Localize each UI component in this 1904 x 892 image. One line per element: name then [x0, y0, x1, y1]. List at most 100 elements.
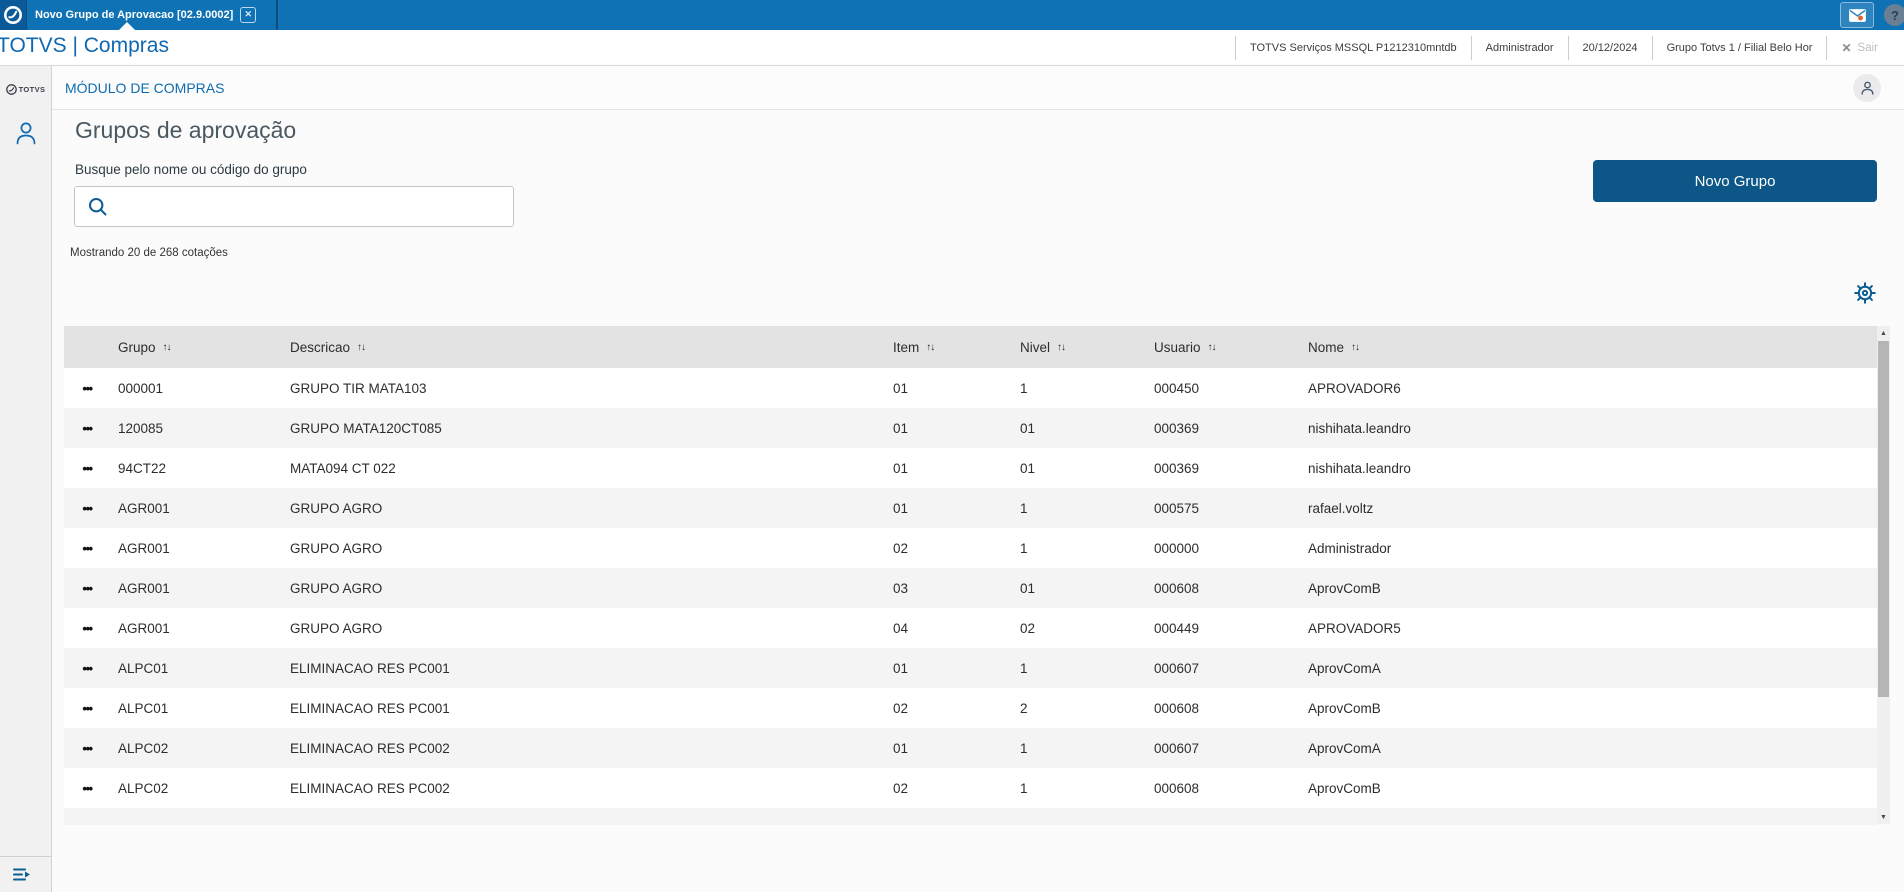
sort-icon[interactable]: ↑↓: [1351, 341, 1360, 353]
help-icon[interactable]: ?: [1884, 4, 1904, 26]
cell-usuario: 000575: [1154, 500, 1200, 516]
cell-nome: AprovComB: [1308, 780, 1381, 796]
cell-descricao: ELIMINACAO RES PC002: [290, 740, 450, 756]
table-settings-gear-icon[interactable]: [1853, 281, 1877, 305]
cell-nome: AprovComB: [1308, 580, 1381, 596]
scrollbar-down-button[interactable]: ▼: [1880, 813, 1887, 821]
table-row[interactable]: ••• AGR001 GRUPO AGRO 04 02 000449 APROVADOR5: [64, 608, 1877, 648]
table-row[interactable]: ••• ALPC02 ELIMINACAO RES PC002 02 1 000608 Ap…: [64, 768, 1877, 808]
session-info-segment-0: TOTVS Serviços MSSQL P1212310mntdb: [1234, 35, 1471, 60]
totvs-logo-icon: [0, 0, 26, 30]
cell-nivel: 1: [1020, 540, 1028, 556]
row-actions-icon[interactable]: •••: [82, 700, 93, 716]
cell-item: 02: [893, 780, 909, 796]
cell-grupo: 120085: [118, 420, 164, 436]
column-header-nome[interactable]: Nome ↑↓: [1300, 340, 1877, 355]
row-actions-icon[interactable]: •••: [82, 460, 93, 476]
cell-item: 01: [893, 420, 909, 436]
search-input[interactable]: [108, 187, 513, 226]
table-row[interactable]: ••• 000001 GRUPO TIR MATA103 01 1 000450 APROV…: [64, 368, 1877, 408]
table-row[interactable]: ••• ALPC02 ELIMINACAO RES PC002 01 1 000607 Ap…: [64, 728, 1877, 768]
search-label: Busque pelo nome ou código do grupo: [75, 162, 307, 177]
cell-descricao: ELIMINACAO RES PC002: [290, 780, 450, 796]
cell-usuario: 000369: [1154, 460, 1200, 476]
cell-nivel: 01: [1020, 460, 1036, 476]
table-row[interactable]: ••• AGR001 GRUPO AGRO 01 1 000575 rafael.voltz: [64, 488, 1877, 528]
table-row[interactable]: ••• 120085 GRUPO MATA120CT085 01 01 000369 nis…: [64, 408, 1877, 448]
column-header-nivel[interactable]: Nivel ↑↓: [1012, 340, 1146, 355]
cell-item: 01: [893, 500, 909, 516]
tab-close-icon[interactable]: ✕: [240, 7, 257, 23]
cell-item: 02: [893, 700, 909, 716]
expand-menu-icon[interactable]: [12, 866, 32, 883]
session-info-segment-3: Grupo Totvs 1 / Filial Belo Hor: [1651, 35, 1827, 60]
cell-item: 01: [893, 380, 909, 396]
sort-icon[interactable]: ↑↓: [1207, 341, 1217, 353]
table-row[interactable]: ••• AGR001 GRUPO AGRO 02 1 000000 Administrado…: [64, 528, 1877, 568]
sidebar: TOTVS: [0, 66, 52, 892]
sidebar-footer: [0, 856, 51, 892]
row-actions-icon[interactable]: •••: [82, 740, 93, 756]
table-row[interactable]: ••• 94CT22 MATA094 CT 022 01 01 000369 nishiha…: [64, 448, 1877, 488]
cell-nome: APROVADOR5: [1308, 620, 1401, 636]
cell-nivel: 1: [1020, 500, 1028, 516]
table-body: ••• 000001 GRUPO TIR MATA103 01 1 000450 APROV…: [64, 368, 1877, 808]
row-actions-icon[interactable]: •••: [82, 500, 93, 516]
column-header-item[interactable]: Item ↑↓: [885, 340, 1012, 355]
cell-nivel: 1: [1020, 660, 1028, 676]
row-actions-icon[interactable]: •••: [82, 780, 93, 796]
table-row[interactable]: ••• AGR001 GRUPO AGRO 03 01 000608 AprovComB: [64, 568, 1877, 608]
scrollbar-up-button[interactable]: ▲: [1880, 329, 1887, 337]
logout-button[interactable]: ✕ Sair: [1826, 35, 1892, 60]
cell-descricao: GRUPO TIR MATA103: [290, 380, 427, 396]
module-bar: MÓDULO DE COMPRAS: [52, 66, 1904, 110]
cell-usuario: 000608: [1154, 700, 1200, 716]
user-icon: [16, 122, 35, 145]
sidebar-item-user[interactable]: [0, 121, 51, 145]
search-icon: [89, 197, 107, 215]
profile-badge[interactable]: [1853, 74, 1881, 102]
cell-nome: APROVADOR6: [1308, 380, 1401, 396]
cell-grupo: ALPC01: [118, 700, 169, 716]
sort-icon[interactable]: ↑↓: [926, 341, 935, 353]
cell-descricao: ELIMINACAO RES PC001: [290, 660, 450, 676]
row-actions-icon[interactable]: •••: [82, 620, 93, 636]
sort-icon[interactable]: ↑↓: [1057, 341, 1066, 353]
cell-descricao: MATA094 CT 022: [290, 460, 396, 476]
cell-nivel: 2: [1020, 700, 1028, 716]
scrollbar-thumb[interactable]: [1878, 341, 1889, 697]
column-header-descricao[interactable]: Descricao ↑↓: [282, 340, 885, 355]
row-actions-icon[interactable]: •••: [82, 540, 93, 556]
cell-nivel: 01: [1020, 420, 1036, 436]
sort-icon[interactable]: ↑↓: [162, 341, 172, 353]
new-group-button[interactable]: Novo Grupo: [1593, 160, 1877, 202]
approval-groups-table: Grupo ↑↓ Descricao ↑↓ Item ↑↓ Nivel ↑↓ Usuario ↑↓…: [64, 326, 1877, 825]
cell-usuario: 000607: [1154, 740, 1200, 756]
window-tab[interactable]: Novo Grupo de Aprovacao [02.9.0002] ✕: [26, 0, 278, 30]
cell-nivel: 1: [1020, 780, 1028, 796]
search-box[interactable]: [74, 186, 514, 227]
mail-icon: [1848, 8, 1866, 22]
cell-item: 01: [893, 460, 909, 476]
table-row[interactable]: ••• ALPC01 ELIMINACAO RES PC001 02 2 000608 Ap…: [64, 688, 1877, 728]
row-actions-icon[interactable]: •••: [82, 660, 93, 676]
column-header-grupo[interactable]: Grupo ↑↓: [110, 340, 282, 355]
cell-usuario: 000607: [1154, 660, 1200, 676]
cell-nome: AprovComA: [1308, 660, 1381, 676]
table-header: Grupo ↑↓ Descricao ↑↓ Item ↑↓ Nivel ↑↓ Usuario ↑↓…: [64, 326, 1877, 368]
row-actions-icon[interactable]: •••: [82, 580, 93, 596]
mail-button[interactable]: [1840, 2, 1874, 28]
table-scrollbar[interactable]: ▲ ▼: [1877, 326, 1890, 824]
row-actions-icon[interactable]: •••: [82, 380, 93, 396]
table-row[interactable]: ••• ALPC01 ELIMINACAO RES PC001 01 1 000607 Ap…: [64, 648, 1877, 688]
cell-item: 02: [893, 540, 909, 556]
sort-icon[interactable]: ↑↓: [357, 341, 366, 353]
row-actions-icon[interactable]: •••: [82, 420, 93, 436]
cell-grupo: ALPC02: [118, 780, 169, 796]
totvs-mini-logo-icon: [5, 84, 17, 95]
column-header-usuario[interactable]: Usuario ↑↓: [1146, 340, 1300, 355]
cell-nome: AprovComA: [1308, 740, 1381, 756]
cell-nome: nishihata.leandro: [1308, 420, 1411, 436]
cell-nivel: 1: [1020, 380, 1028, 396]
cell-descricao: GRUPO AGRO: [290, 540, 383, 556]
